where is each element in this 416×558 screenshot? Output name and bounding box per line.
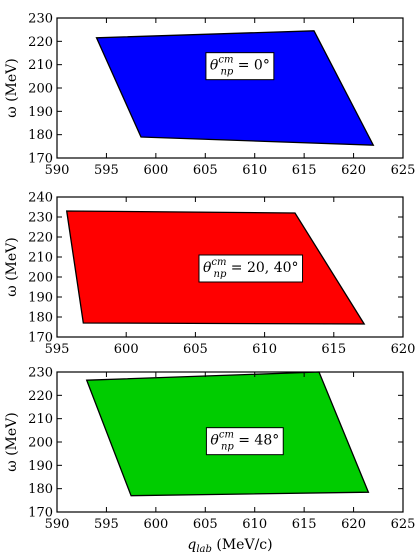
annotation-box [198,254,304,283]
y-tick-label: 210 [28,58,53,73]
y-tick-label: 200 [28,271,53,286]
x-tick-label: 600 [114,342,139,357]
x-tick-label: 610 [252,342,277,357]
x-tick-label: 610 [242,517,267,532]
y-tick-label: 210 [28,251,53,266]
x-tick-label: 615 [321,342,346,357]
x-tick-label: 615 [292,517,317,532]
x-tick-label: 595 [94,163,119,178]
annotation-text: θcm np = 48° [210,430,279,453]
y-tick-label: 230 [28,366,53,381]
y-tick-label: 180 [28,128,53,143]
y-tick-label: 220 [28,231,53,246]
y-tick-label: 200 [28,436,53,451]
y-tick-label: 170 [28,331,53,346]
annotation-text: θcm np = 20, 40° [203,257,299,280]
x-tick-label: 610 [242,163,267,178]
y-axis-label: ω (MeV) [4,412,20,472]
y-tick-label: 170 [28,152,53,167]
x-tick-label: 620 [391,342,416,357]
annotation-text: θcm np = 0° [210,55,270,78]
x-tick-label: 605 [193,163,218,178]
x-axis-title: qlab (MeV/c) [187,537,272,555]
x-tick-label: 625 [391,517,416,532]
y-tick-label: 180 [28,482,53,497]
x-tick-label: 620 [341,163,366,178]
y-tick-label: 170 [28,506,53,521]
x-tick-label: 600 [143,163,168,178]
y-tick-label: 230 [28,12,53,27]
y-tick-label: 190 [28,459,53,474]
axes-frame [56,196,404,338]
y-tick-label: 220 [28,35,53,50]
annotation-label: θcm np = 48° [205,427,284,456]
y-tick-label: 200 [28,82,53,97]
y-tick-label: 240 [28,191,53,206]
annotation-label: θcm np = 0° [205,52,275,81]
x-tick-label: 595 [94,517,119,532]
x-tick-label: 605 [183,342,208,357]
y-tick-label: 180 [28,311,53,326]
panel-theta-0: 590 595 600 605 610 615 620 625 170 180 190 200 210 2… [4,12,415,179]
annotation-box [205,52,275,81]
y-tick-label: 210 [28,412,53,427]
panel-theta-48: 590 595 600 605 610 615 620 625 170 180 190 200 210 2… [4,366,415,533]
x-tick-label: 625 [391,163,416,178]
y-tick-label: 220 [28,389,53,404]
x-tick-label: 590 [45,517,70,532]
x-tick-label: 600 [143,517,168,532]
x-tick-label: 605 [193,517,218,532]
annotation-box [205,427,284,456]
x-tick-label: 615 [292,163,317,178]
y-tick-label: 190 [28,105,53,120]
region-polygon [95,30,375,146]
x-tick-label: 595 [45,342,70,357]
panel-theta-20-40: 595 600 605 610 615 620 170 180 190 200 210 220 230 2… [4,191,415,358]
x-tick-label: 590 [45,163,70,178]
x-tick-label: 620 [341,517,366,532]
annotation-label: θcm np = 20, 40° [198,254,304,283]
y-tick-label: 190 [28,291,53,306]
y-axis-label: ω (MeV) [4,58,20,118]
y-axis-label: ω (MeV) [4,237,20,297]
y-tick-label: 230 [28,211,53,226]
